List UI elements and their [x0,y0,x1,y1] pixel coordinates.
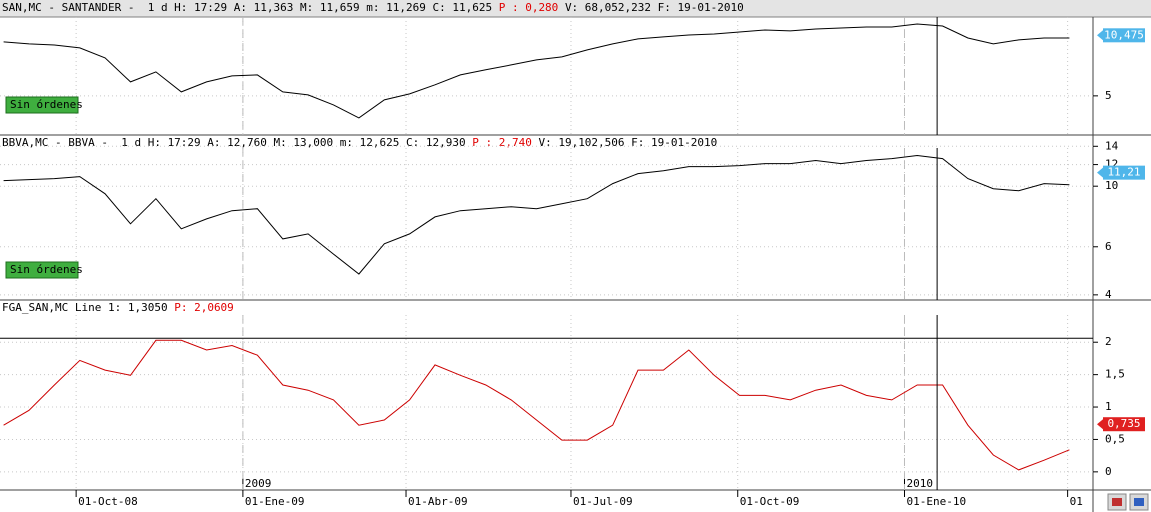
x-tick-label: 01-Oct-08 [78,495,138,508]
order-badge [5,261,79,279]
order-badge-label: Sin órdenes [10,263,83,276]
series-line [3,339,1070,471]
order-badge-label: Sin órdenes [10,98,83,111]
last-value-tag [1103,417,1145,432]
series-line [3,154,1070,275]
last-value-tag [1103,28,1145,43]
y-tick-label: 2 [1105,335,1112,348]
series-line [3,23,1070,119]
title-part: P : 2,740 [472,136,532,149]
x-tick-label: 01-Jul-09 [573,495,633,508]
y-tick-label: 5 [1105,89,1112,102]
year-label: 2009 [245,477,272,490]
last-value-label: 11,21 [1107,166,1140,179]
y-tick-label: 10 [1105,179,1118,192]
title-part: SAN,MC - SANTANDER - 1 d H: 17:29 A: 11,… [2,1,492,14]
title-part: P: 2,0609 [174,301,234,314]
x-tick-label: 01-Oct-09 [740,495,800,508]
order-badge [5,96,79,114]
y-tick-label: 1 [1105,400,1112,413]
panel-title: SAN,MC - SANTANDER - 1 d H: 17:29 A: 11,… [2,1,744,14]
panel-title: BBVA,MC - BBVA - 1 d H: 17:29 A: 12,760 … [2,136,717,149]
last-value-pointer [1097,30,1103,41]
title-part: BBVA,MC - BBVA - 1 d H: 17:29 A: 12,760 … [2,136,466,149]
title-part: V: 19,102,506 F: 19-01-2010 [538,136,717,149]
title-part: FGA_SAN,MC Line 1: 1,3050 [2,301,168,314]
x-tick-label: 01 [1070,495,1083,508]
x-tick-label: 01-Abr-09 [408,495,468,508]
header-bar [0,0,1151,17]
last-value-pointer [1097,167,1103,178]
y-tick-label: 0,5 [1105,432,1125,445]
y-tick-label: 14 [1105,139,1119,152]
last-value-tag [1103,165,1145,180]
last-value-pointer [1097,419,1103,430]
y-tick-label: 4 [1105,288,1112,301]
x-tick-label: 01-Ene-09 [245,495,305,508]
title-part: P : 0,280 [499,1,559,14]
last-value-label: 0,735 [1107,417,1140,430]
year-label: 2010 [906,477,933,490]
y-tick-label: 0 [1105,465,1112,478]
toolbar-icon [1134,498,1144,506]
toolbar-icon [1112,498,1122,506]
title-part: V: 68,052,232 F: 19-01-2010 [565,1,744,14]
panel-title: FGA_SAN,MC Line 1: 1,3050 P: 2,0609 [2,301,234,314]
y-tick-label: 6 [1105,240,1112,253]
x-tick-label: 01-Ene-10 [906,495,966,508]
last-value-label: 10,475 [1104,28,1144,41]
y-tick-label: 1,5 [1105,368,1125,381]
